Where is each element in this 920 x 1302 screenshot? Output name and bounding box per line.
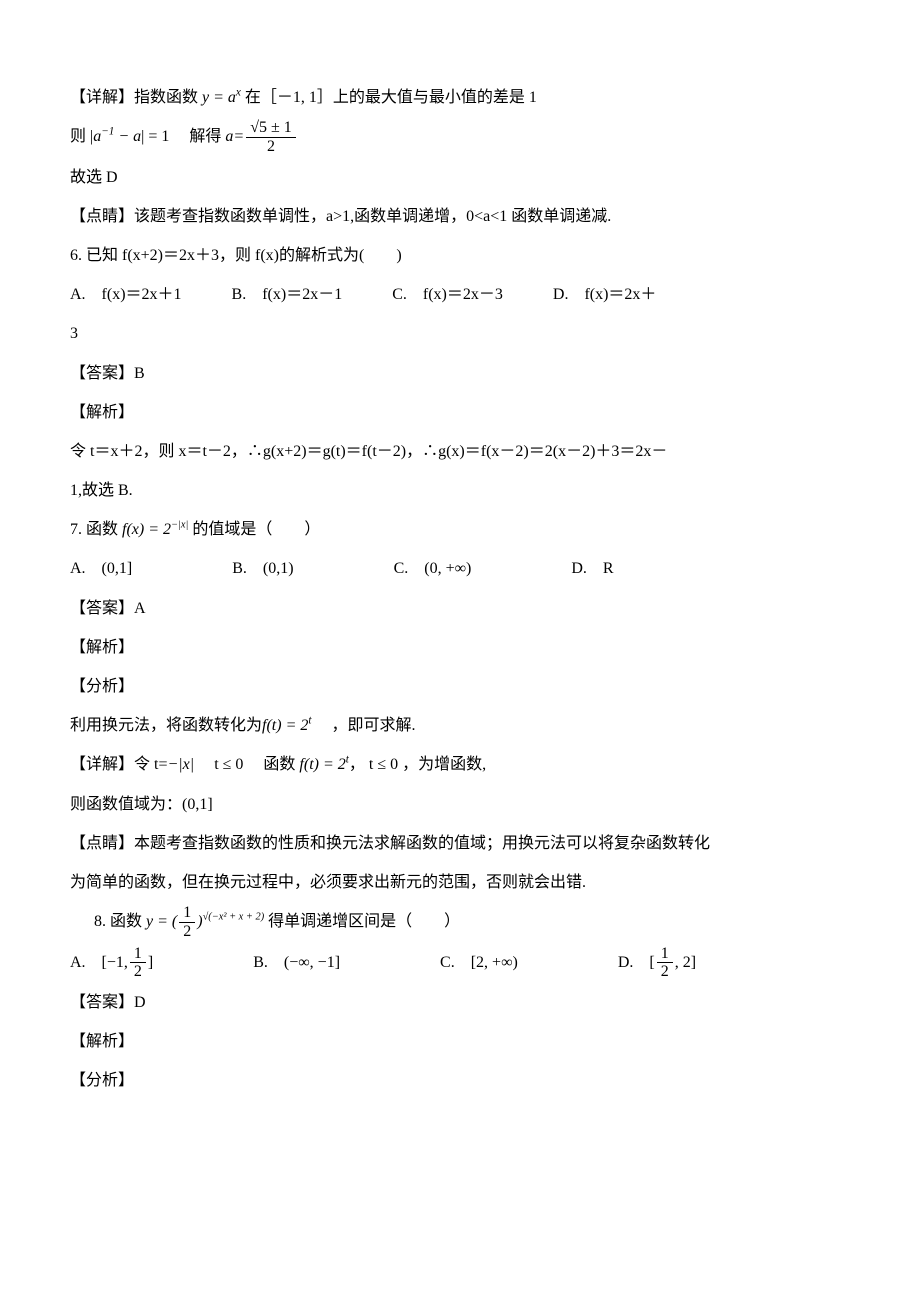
text: 则函数值域为： [70,796,182,813]
expr: f(t) = 2t [299,756,348,773]
q8-fenxi: 【分析】 [70,1063,850,1098]
q6-opt-b: B. f(x)＝2x－1 [232,277,343,312]
text: 【详解】令 t= [70,756,167,773]
text: 【详解】指数函数 [70,89,202,106]
q7-fenxi: 【分析】 [70,669,850,704]
text: 8. 函数 [94,913,146,930]
q6-stem: 6. 已知 f(x+2)＝2x＋3，则 f(x)的解析式为( ) [70,238,850,273]
expr: y = ax [202,89,241,106]
abs-expr: |a−1 − a| [90,128,144,145]
q8-opt-d: D. [12, 2] [618,945,696,981]
text: 的值域是（ ） [188,521,320,538]
q6-answer: 【答案】B [70,356,850,391]
q7-stem: 7. 函数 f(x) = 2−|x| 的值域是（ ） [70,512,850,547]
a-eq: a= [225,128,244,145]
fraction: 12 [130,945,146,981]
q8-stem: 8. 函数 y = (12)√(−x² + x + 2) 得单调递增区间是（ ） [70,904,850,940]
q6-opt-d: D. f(x)＝2x＋ [553,277,657,312]
fraction: √5 ± 12 [246,119,296,155]
text: 利用换元法，将函数转化为 [70,717,262,734]
then: 则 [70,128,86,145]
q6-solution-2: 1,故选 B. [70,473,850,508]
q7-answer: 【答案】A [70,591,850,626]
q7-opt-d: D. R [571,551,613,586]
q6-opt-d-cont: 3 [70,316,850,351]
eq: = 1 解得 [144,128,225,145]
q7-dianjing-2: 为简单的函数，但在换元过程中，必须要求出新元的范围，否则就会出错. [70,865,850,900]
q5-choose: 故选 D [70,160,850,195]
abs: −|x| [167,756,194,773]
q7-dianjing-1: 【点睛】本题考查指数函数的性质和换元法求解函数的值域；用换元法可以将复杂函数转化 [70,826,850,861]
q5-detail: 【详解】指数函数 y = ax 在［－1, 1］上的最大值与最小值的差是 1 [70,80,850,115]
q5-dianjing: 【点睛】该题考查指数函数单调性，a>1,函数单调递增，0<a<1 函数单调递减. [70,199,850,234]
q6-options: A. f(x)＝2x＋1 B. f(x)＝2x－1 C. f(x)＝2x－3 D… [70,277,850,312]
q6-opt-c: C. f(x)＝2x－3 [392,277,503,312]
fraction: 12 [657,945,673,981]
text: 得单调递增区间是（ ） [264,913,460,930]
q6-opt-a: A. f(x)＝2x＋1 [70,277,182,312]
q7-jiexi: 【解析】 [70,630,850,665]
expr: f(t) = 2t [262,717,311,734]
q6-solution-1: 令 t＝x＋2，则 x＝t－2，∴g(x+2)＝g(t)＝f(t－2)，∴g(x… [70,434,850,469]
q7-line1: 利用换元法，将函数转化为f(t) = 2t ，即可求解. [70,708,850,743]
text: 7. 函数 [70,521,122,538]
q7-opt-a: A. (0,1] [70,551,132,586]
text: ，即可求解. [311,717,415,734]
cond: ， t ≤ 0 ，为增函数, [349,756,486,773]
q8-opt-a: A. [−1,12] [70,945,153,981]
q8-jiexi: 【解析】 [70,1024,850,1059]
cond: t ≤ 0 函数 [194,756,299,773]
q7-detail: 【详解】令 t=−|x| t ≤ 0 函数 f(t) = 2t， t ≤ 0 ，… [70,747,850,782]
q8-options: A. [−1,12] B. (−∞, −1] C. [2, +∞) D. [12… [70,945,850,981]
text: 在［－1, 1］上的最大值与最小值的差是 1 [241,89,537,106]
q8-opt-c: C. [2, +∞) [440,945,518,981]
interval: (0,1] [182,796,213,813]
q6-jiexi: 【解析】 [70,395,850,430]
q7-opt-c: C. (0, +∞) [394,551,472,586]
q8-opt-b: B. (−∞, −1] [253,945,340,981]
q5-equation: 则 |a−1 − a| = 1 解得 a=√5 ± 12 [70,119,850,155]
expr: f(x) = 2−|x| [122,521,188,538]
q7-range: 则函数值域为：(0,1] [70,787,850,822]
expr: y = (12)√(−x² + x + 2) [146,913,264,930]
q7-opt-b: B. (0,1) [232,551,293,586]
q7-options: A. (0,1] B. (0,1) C. (0, +∞) D. R [70,551,850,586]
q8-answer: 【答案】D [70,985,850,1020]
fraction: 12 [179,904,195,940]
